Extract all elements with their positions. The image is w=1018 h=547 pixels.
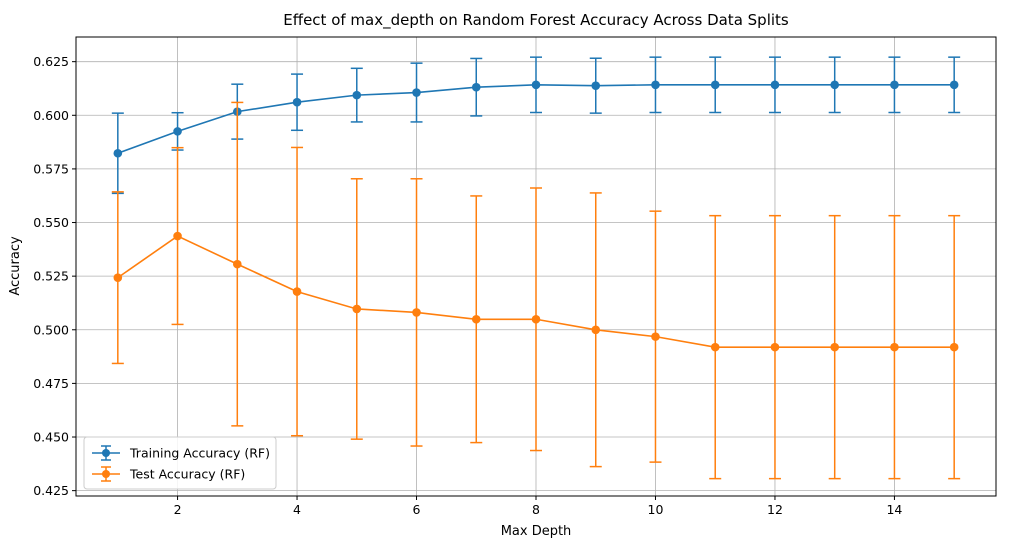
data-point (471, 314, 481, 324)
data-point (113, 148, 123, 158)
y-tick-label: 0.550 (33, 215, 69, 230)
data-point (770, 80, 780, 90)
data-point (173, 127, 182, 136)
y-tick-label: 0.625 (33, 54, 69, 69)
y-tick-label: 0.500 (33, 322, 69, 337)
data-point (830, 342, 840, 352)
series-training (111, 56, 961, 195)
data-point (710, 80, 720, 90)
data-point (651, 332, 660, 341)
y-tick-label: 0.475 (33, 376, 69, 391)
x-tick-label: 10 (648, 502, 664, 517)
legend-box (83, 436, 277, 490)
y-tick-label: 0.425 (33, 483, 69, 498)
chart-title: Effect of max_depth on Random Forest Acc… (283, 11, 789, 30)
data-point (651, 80, 660, 90)
data-point (232, 259, 242, 269)
data-point (949, 342, 959, 352)
data-point (292, 97, 302, 107)
data-point (531, 314, 541, 324)
x-tick-label: 4 (293, 502, 301, 517)
x-tick-label: 14 (886, 502, 902, 517)
data-point (412, 308, 421, 317)
legend-marker-training (102, 449, 110, 457)
data-point (352, 90, 362, 100)
y-tick-label: 0.600 (33, 108, 69, 123)
y-tick-label: 0.525 (33, 269, 69, 284)
data-point (113, 273, 123, 282)
data-point (412, 88, 421, 97)
legend-item-test: Test Accuracy (RF) (92, 466, 245, 482)
series-layer (111, 56, 961, 480)
y-axis-label: Accuracy (8, 236, 23, 296)
data-point (591, 325, 601, 335)
legend: Training Accuracy (RF) Test Accuracy (RF… (83, 436, 277, 490)
legend-label-test: Test Accuracy (RF) (129, 467, 245, 482)
data-point (770, 342, 780, 352)
data-point (173, 231, 182, 241)
data-point (352, 304, 362, 314)
data-point (710, 342, 720, 352)
y-tick-label: 0.575 (33, 161, 69, 176)
data-point (531, 80, 541, 90)
x-tick-label: 8 (532, 502, 540, 517)
data-point (591, 81, 601, 90)
data-point (949, 80, 959, 90)
data-point (830, 80, 840, 90)
data-point (471, 82, 481, 92)
axis-ticks: 2 4 6 8 10 12 14 0.425 0.450 0.475 0.500 0.525 0.550… (33, 54, 902, 517)
x-tick-label: 6 (413, 502, 421, 517)
data-point (292, 287, 302, 296)
legend-marker-test (102, 470, 110, 478)
y-tick-label: 0.450 (33, 430, 69, 445)
x-tick-label: 2 (174, 502, 182, 517)
data-point (890, 80, 899, 90)
legend-label-training: Training Accuracy (RF) (129, 446, 270, 461)
series-test (111, 101, 961, 480)
x-axis-label: Max Depth (501, 524, 572, 539)
x-tick-label: 12 (767, 502, 783, 517)
legend-item-training: Training Accuracy (RF) (92, 445, 270, 461)
data-point (890, 342, 899, 352)
